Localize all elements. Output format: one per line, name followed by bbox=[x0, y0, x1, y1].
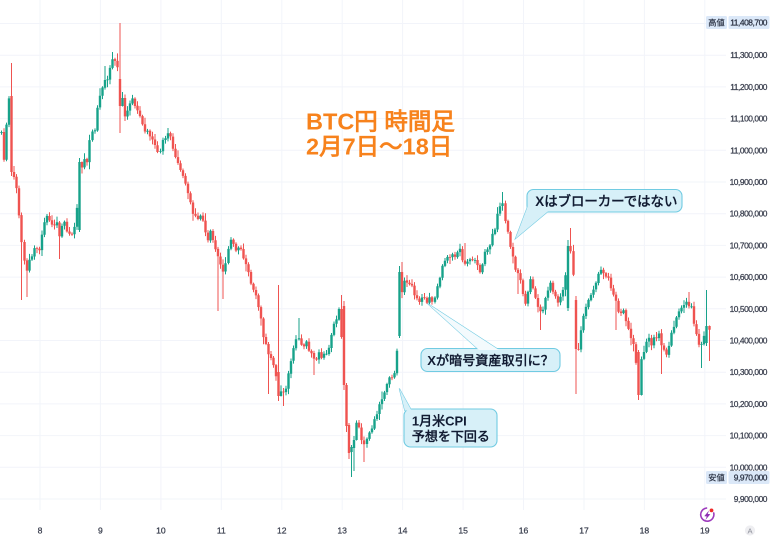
svg-text:11,000,000: 11,000,000 bbox=[730, 145, 768, 155]
svg-text:9,970,000: 9,970,000 bbox=[734, 473, 768, 483]
svg-text:13: 13 bbox=[337, 526, 347, 536]
svg-text:Xが暗号資産取引に？: Xが暗号資産取引に？ bbox=[427, 352, 554, 368]
svg-text:10,500,000: 10,500,000 bbox=[730, 304, 768, 314]
svg-text:10,600,000: 10,600,000 bbox=[730, 272, 768, 282]
svg-text:18: 18 bbox=[640, 526, 650, 536]
svg-text:11,408,700: 11,408,700 bbox=[730, 18, 768, 28]
svg-text:14: 14 bbox=[398, 526, 408, 536]
svg-text:1月米CPI: 1月米CPI bbox=[412, 413, 467, 428]
svg-text:10,100,000: 10,100,000 bbox=[730, 431, 768, 441]
svg-text:10,400,000: 10,400,000 bbox=[730, 336, 768, 346]
svg-text:10,800,000: 10,800,000 bbox=[730, 209, 768, 219]
svg-text:17: 17 bbox=[579, 526, 589, 536]
svg-text:16: 16 bbox=[519, 526, 529, 536]
svg-text:9,900,000: 9,900,000 bbox=[734, 494, 768, 504]
svg-text:10,700,000: 10,700,000 bbox=[730, 240, 768, 250]
svg-text:15: 15 bbox=[458, 526, 468, 536]
svg-text:BTC円 時間足: BTC円 時間足 bbox=[306, 109, 455, 135]
svg-text:12: 12 bbox=[277, 526, 287, 536]
svg-text:安値: 安値 bbox=[708, 473, 724, 483]
svg-text:8: 8 bbox=[38, 526, 43, 536]
svg-text:19: 19 bbox=[700, 526, 710, 536]
svg-text:A: A bbox=[747, 527, 753, 536]
svg-text:予想を下回る: 予想を下回る bbox=[412, 429, 490, 444]
svg-text:11,100,000: 11,100,000 bbox=[730, 114, 768, 124]
svg-text:11,200,000: 11,200,000 bbox=[730, 82, 768, 92]
svg-text:10,200,000: 10,200,000 bbox=[730, 399, 768, 409]
svg-text:11: 11 bbox=[217, 526, 226, 536]
svg-text:10,300,000: 10,300,000 bbox=[730, 367, 768, 377]
svg-text:10,000,000: 10,000,000 bbox=[730, 462, 768, 472]
svg-text:10,900,000: 10,900,000 bbox=[730, 177, 768, 187]
svg-text:Xはブローカーではない: Xはブローカーではない bbox=[535, 193, 677, 209]
svg-text:9: 9 bbox=[98, 526, 103, 536]
svg-text:2月7日〜18日: 2月7日〜18日 bbox=[306, 134, 452, 160]
svg-text:高値: 高値 bbox=[708, 18, 724, 28]
svg-text:10: 10 bbox=[156, 526, 166, 536]
svg-text:11,300,000: 11,300,000 bbox=[730, 50, 768, 60]
